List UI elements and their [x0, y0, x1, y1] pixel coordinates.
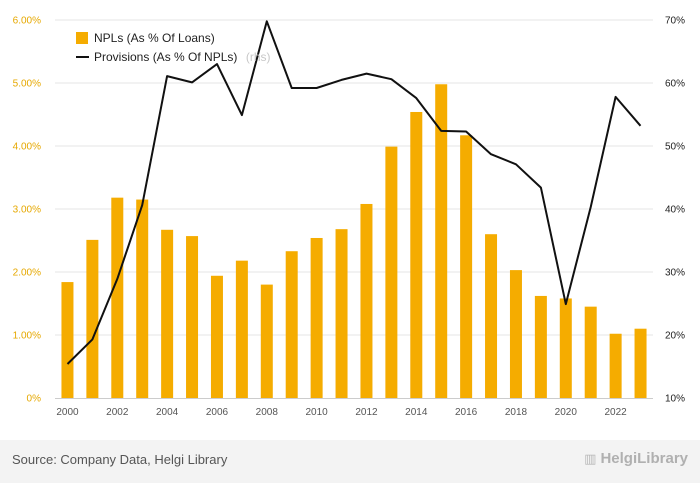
x-tick-label: 2020	[555, 407, 578, 418]
npl-bar	[260, 284, 273, 398]
y-right-tick-label: 30%	[665, 268, 685, 279]
legend-label-npl: NPLs (As % Of Loans)	[94, 31, 215, 45]
x-tick-label: 2014	[405, 407, 428, 418]
npl-bar	[360, 203, 373, 398]
x-tick-label: 2016	[455, 407, 478, 418]
y-left-tick-label: 0%	[27, 394, 42, 405]
npl-bar	[435, 84, 448, 398]
npl-bar	[210, 275, 223, 398]
provisions-line-layer	[66, 20, 642, 365]
y-left-tick-label: 5.00%	[13, 79, 41, 90]
x-tick-label: 2002	[106, 407, 129, 418]
npl-bar	[634, 328, 647, 398]
y-left-tick-label: 2.00%	[13, 268, 41, 279]
npl-bar	[186, 236, 199, 398]
axes: 0% 10% 1.00% 20% 2.00% 30% 3.00% 40% 4.00% 50% 5.0…	[13, 16, 685, 419]
npl-bar	[509, 270, 522, 398]
x-tick-label: 2004	[156, 407, 179, 418]
npl-bar	[410, 111, 423, 398]
library-icon: ▥	[584, 450, 597, 466]
npl-bar	[584, 306, 597, 398]
chart: 0% 10% 1.00% 20% 2.00% 30% 3.00% 40% 4.00% 50% 5.0…	[13, 16, 685, 419]
legend-label-provisions-rhs: (rhs)	[246, 50, 271, 64]
npl-bar	[86, 239, 99, 398]
y-right-tick-label: 10%	[665, 394, 685, 405]
grid	[55, 19, 653, 336]
x-tick-label: 2012	[355, 407, 378, 418]
npl-bar	[235, 260, 248, 398]
npl-bar	[460, 135, 473, 399]
provisions-line	[66, 20, 642, 365]
npl-bars	[61, 84, 647, 399]
npl-bar	[111, 197, 124, 398]
y-left-tick-label: 4.00%	[13, 142, 41, 153]
npl-bar	[559, 298, 572, 398]
x-tick-label: 2022	[605, 407, 628, 418]
legend-swatch-npl	[76, 32, 88, 44]
y-right-tick-label: 20%	[665, 331, 685, 342]
footer: Source: Company Data, Helgi Library ▥ He…	[0, 440, 700, 483]
y-left-tick-label: 6.00%	[13, 16, 41, 27]
y-right-tick-label: 70%	[665, 16, 685, 27]
legend-label-provisions: Provisions (As % Of NPLs) (rhs)	[94, 48, 271, 65]
npl-bar	[609, 333, 622, 398]
legend: NPLs (As % Of Loans) Provisions (As % Of…	[76, 31, 271, 65]
x-tick-label: 2010	[306, 407, 329, 418]
npl-bar	[335, 229, 348, 398]
y-right-tick-label: 50%	[665, 142, 685, 153]
brand-logo: ▥ HelgiLibrary	[584, 450, 688, 467]
x-tick-label: 2008	[256, 407, 279, 418]
y-right-tick-label: 60%	[665, 79, 685, 90]
npl-bar	[534, 295, 547, 398]
x-tick-label: 2006	[206, 407, 229, 418]
legend-label-provisions-name: Provisions (As % Of NPLs)	[94, 50, 237, 64]
y-left-tick-label: 1.00%	[13, 331, 41, 342]
npl-bar	[310, 237, 323, 398]
x-tick-label: 2000	[56, 407, 79, 418]
source-text: Source: Company Data, Helgi Library	[12, 452, 228, 467]
npl-bar	[61, 282, 74, 398]
npl-bar	[385, 146, 398, 398]
brand-name: HelgiLibrary	[600, 450, 688, 467]
npl-bar	[136, 199, 149, 398]
y-right-tick-label: 40%	[665, 205, 685, 216]
npl-bar	[161, 229, 174, 398]
y-left-tick-label: 3.00%	[13, 205, 41, 216]
npl-bar	[485, 234, 498, 398]
npl-bar	[285, 251, 298, 398]
x-tick-label: 2018	[505, 407, 528, 418]
